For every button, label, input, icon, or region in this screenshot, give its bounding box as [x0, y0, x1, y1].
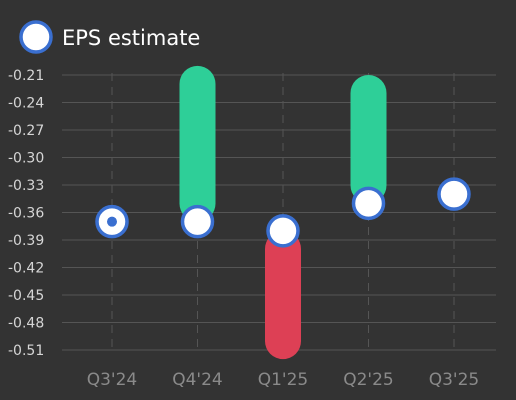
y-tick-label: -0.51: [8, 343, 44, 359]
range-bar[interactable]: [265, 230, 301, 360]
y-tick-label: -0.36: [8, 206, 44, 222]
x-axis: Q3'24 Q4'24 Q1'25 Q2'25 Q3'25: [87, 370, 480, 390]
estimate-marker-dot: [107, 216, 117, 227]
x-tick-label: Q1'25: [258, 370, 309, 390]
y-tick-label: -0.33: [8, 178, 44, 194]
range-bar[interactable]: [179, 65, 216, 222]
x-tick-label: Q4'24: [172, 370, 223, 390]
y-tick-label: -0.42: [8, 261, 44, 277]
grid: [62, 73, 496, 352]
y-tick-label: -0.39: [8, 233, 44, 249]
y-tick-label: -0.27: [8, 123, 44, 139]
estimate-marker[interactable]: [351, 186, 386, 221]
estimate-marker[interactable]: [437, 177, 471, 211]
x-tick-label: Q2'25: [343, 370, 394, 390]
x-tick-label: Q3'24: [87, 370, 138, 390]
y-tick-label: -0.48: [8, 316, 44, 332]
y-tick-label: -0.24: [8, 96, 44, 112]
estimate-markers: [95, 177, 471, 248]
y-tick-label: -0.30: [8, 151, 44, 167]
x-tick-label: Q3'25: [429, 370, 480, 390]
legend-label: EPS estimate: [62, 26, 200, 50]
y-axis: -0.21 -0.24 -0.27 -0.30 -0.33 -0.36 -0.39 -0.42…: [8, 68, 44, 359]
range-bars: [179, 65, 387, 360]
legend[interactable]: EPS estimate: [19, 20, 200, 54]
y-tick-label: -0.45: [8, 288, 44, 304]
range-bar[interactable]: [350, 75, 387, 204]
y-tick-label: -0.21: [8, 68, 44, 84]
estimate-marker[interactable]: [180, 204, 215, 239]
legend-marker: [19, 20, 53, 54]
estimate-marker[interactable]: [266, 214, 300, 248]
